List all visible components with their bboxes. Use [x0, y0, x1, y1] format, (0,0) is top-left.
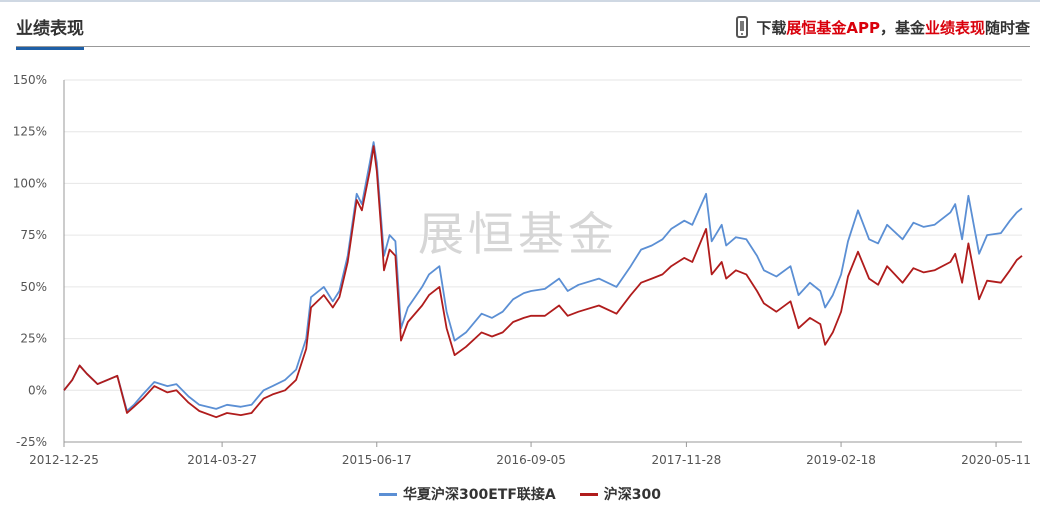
section-title: 业绩表现	[16, 14, 84, 50]
legend: 华夏沪深300ETF联接A 沪深300	[0, 484, 1040, 504]
x-tick-label: 2020-05-11	[961, 453, 1031, 467]
x-tick-label: 2016-09-05	[496, 453, 566, 467]
promo-prefix: 下载	[756, 18, 787, 37]
y-tick-label: 125%	[13, 125, 47, 139]
section-header: 业绩表现 下载 展恒基金APP ，基金 业绩表现 随时查	[16, 6, 1030, 50]
x-tick-label: 2015-06-17	[342, 453, 412, 467]
legend-label-fund: 华夏沪深300ETF联接A	[403, 487, 556, 503]
y-tick-label: 25%	[20, 332, 47, 346]
series-line-fund	[63, 141, 1023, 412]
y-tick-label: 75%	[20, 228, 47, 242]
series-line-index	[63, 145, 1023, 419]
promo-suffix: 随时查	[984, 18, 1030, 37]
top-border	[0, 0, 1040, 2]
y-tick-label: 50%	[20, 280, 47, 294]
y-tick-label: -25%	[16, 435, 47, 449]
legend-swatch-index	[579, 492, 598, 496]
promo-highlight: 业绩表现	[924, 18, 985, 37]
axes: -25% 0% 25% 50% 75% 100% 125% 150% 2012-12-25 201…	[13, 73, 1031, 467]
legend-item-fund[interactable]: 华夏沪深300ETF联接A	[379, 484, 556, 504]
series	[63, 141, 1023, 419]
promo-mid: ，基金	[879, 18, 925, 37]
grid	[64, 79, 1022, 443]
app-promo[interactable]: 下载 展恒基金APP ，基金 业绩表现 随时查	[736, 16, 1030, 38]
x-tick-label: 2019-02-18	[806, 453, 876, 467]
phone-icon	[736, 16, 749, 38]
y-tick-label: 100%	[13, 176, 47, 190]
promo-brand: 展恒基金APP	[786, 18, 880, 37]
legend-label-index: 沪深300	[603, 487, 661, 503]
x-tick-label: 2012-12-25	[29, 453, 99, 467]
legend-item-index[interactable]: 沪深300	[579, 484, 661, 504]
x-tick-label: 2017-11-28	[652, 453, 722, 467]
legend-swatch-fund	[379, 492, 397, 496]
y-tick-label: 150%	[13, 73, 47, 87]
watermark: 展恒基金	[418, 207, 618, 261]
y-tick-label: 0%	[28, 383, 47, 397]
performance-chart: 展恒基金 -25% 0% 25% 50% 75% 100% 125% 150% 2012-12-…	[13, 73, 1031, 467]
x-tick-label: 2014-03-27	[187, 453, 257, 467]
